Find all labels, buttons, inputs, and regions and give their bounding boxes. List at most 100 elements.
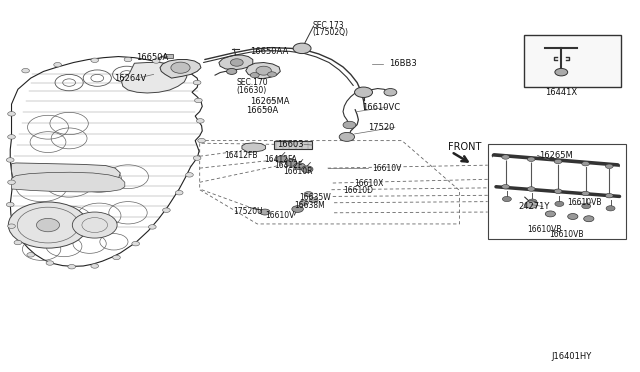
Circle shape (8, 202, 88, 248)
Circle shape (605, 164, 613, 169)
Text: 16610X: 16610X (354, 179, 383, 187)
Circle shape (193, 80, 201, 85)
Circle shape (8, 112, 15, 116)
Circle shape (605, 193, 613, 198)
Polygon shape (12, 172, 125, 192)
Text: 16441X: 16441X (545, 88, 577, 97)
Circle shape (46, 261, 54, 265)
Circle shape (584, 216, 594, 222)
Text: 16610V: 16610V (266, 211, 295, 220)
Text: 16610VB: 16610VB (567, 198, 602, 207)
Circle shape (285, 160, 297, 166)
Circle shape (300, 200, 308, 205)
Text: 24271Y: 24271Y (518, 202, 550, 211)
Circle shape (384, 89, 397, 96)
Circle shape (182, 68, 189, 72)
Polygon shape (12, 163, 120, 189)
Bar (274, 141, 312, 149)
Circle shape (276, 156, 287, 163)
Circle shape (606, 206, 615, 211)
Bar (524, 35, 621, 87)
Circle shape (68, 264, 76, 269)
Circle shape (554, 159, 562, 164)
Circle shape (175, 190, 183, 195)
Text: SEC.173: SEC.173 (312, 21, 344, 30)
Text: 16650A: 16650A (136, 53, 168, 62)
Polygon shape (160, 60, 201, 78)
Text: 17520U: 17520U (234, 207, 263, 216)
Circle shape (256, 66, 271, 75)
Polygon shape (122, 62, 187, 93)
Circle shape (555, 201, 564, 206)
Polygon shape (219, 55, 253, 70)
Circle shape (196, 119, 204, 123)
Circle shape (91, 264, 99, 268)
Circle shape (132, 241, 140, 246)
Circle shape (230, 59, 243, 66)
Text: 16BB3: 16BB3 (389, 60, 417, 68)
Text: (17502Q): (17502Q) (312, 28, 348, 37)
Circle shape (227, 68, 237, 74)
Text: 16610VC: 16610VC (362, 103, 400, 112)
Circle shape (339, 132, 355, 141)
Circle shape (54, 62, 61, 67)
Text: J16401HY: J16401HY (552, 352, 592, 361)
Circle shape (309, 198, 318, 203)
Circle shape (527, 187, 535, 191)
Circle shape (124, 57, 132, 62)
Circle shape (148, 225, 156, 229)
Circle shape (27, 253, 35, 257)
Circle shape (22, 68, 29, 73)
Circle shape (195, 98, 202, 103)
Polygon shape (246, 62, 280, 79)
Text: 16412F: 16412F (274, 161, 302, 170)
Circle shape (163, 208, 170, 212)
Circle shape (525, 201, 538, 208)
Text: 16265MA: 16265MA (250, 97, 289, 106)
Text: 16635W: 16635W (299, 193, 331, 202)
Text: 16610VB: 16610VB (527, 225, 561, 234)
Text: 16610V: 16610V (372, 164, 402, 173)
Circle shape (36, 218, 60, 232)
Text: SEC.170: SEC.170 (237, 78, 268, 87)
Text: 16264V: 16264V (114, 74, 146, 83)
Circle shape (343, 121, 356, 129)
Circle shape (355, 87, 372, 97)
Circle shape (502, 185, 509, 189)
Circle shape (554, 189, 562, 193)
Circle shape (582, 161, 589, 166)
Circle shape (72, 212, 117, 238)
Text: 16610R: 16610R (283, 167, 312, 176)
Text: 16610VB: 16610VB (549, 230, 584, 239)
Circle shape (171, 62, 190, 73)
Text: FRONT: FRONT (448, 142, 481, 152)
Circle shape (6, 202, 14, 207)
Circle shape (294, 163, 305, 170)
Circle shape (301, 166, 313, 173)
Text: 16603: 16603 (277, 140, 304, 149)
Circle shape (545, 211, 556, 217)
Circle shape (14, 240, 22, 245)
Text: 16412FB: 16412FB (224, 151, 257, 160)
Circle shape (152, 59, 160, 63)
Circle shape (8, 135, 15, 139)
Circle shape (8, 180, 15, 185)
Polygon shape (242, 143, 266, 153)
Circle shape (528, 199, 537, 204)
Text: 16650A: 16650A (246, 106, 278, 115)
Circle shape (568, 214, 578, 219)
Circle shape (91, 58, 99, 62)
Circle shape (8, 224, 15, 228)
Text: (16630): (16630) (237, 86, 267, 94)
Circle shape (527, 157, 535, 161)
Text: 16265M: 16265M (539, 151, 573, 160)
Bar (164, 54, 173, 58)
Circle shape (250, 73, 259, 78)
Circle shape (198, 138, 205, 143)
Circle shape (582, 203, 591, 209)
Circle shape (555, 68, 568, 76)
Circle shape (268, 72, 276, 77)
Text: 16650AA: 16650AA (250, 47, 288, 56)
Circle shape (260, 209, 270, 215)
Circle shape (113, 255, 120, 260)
